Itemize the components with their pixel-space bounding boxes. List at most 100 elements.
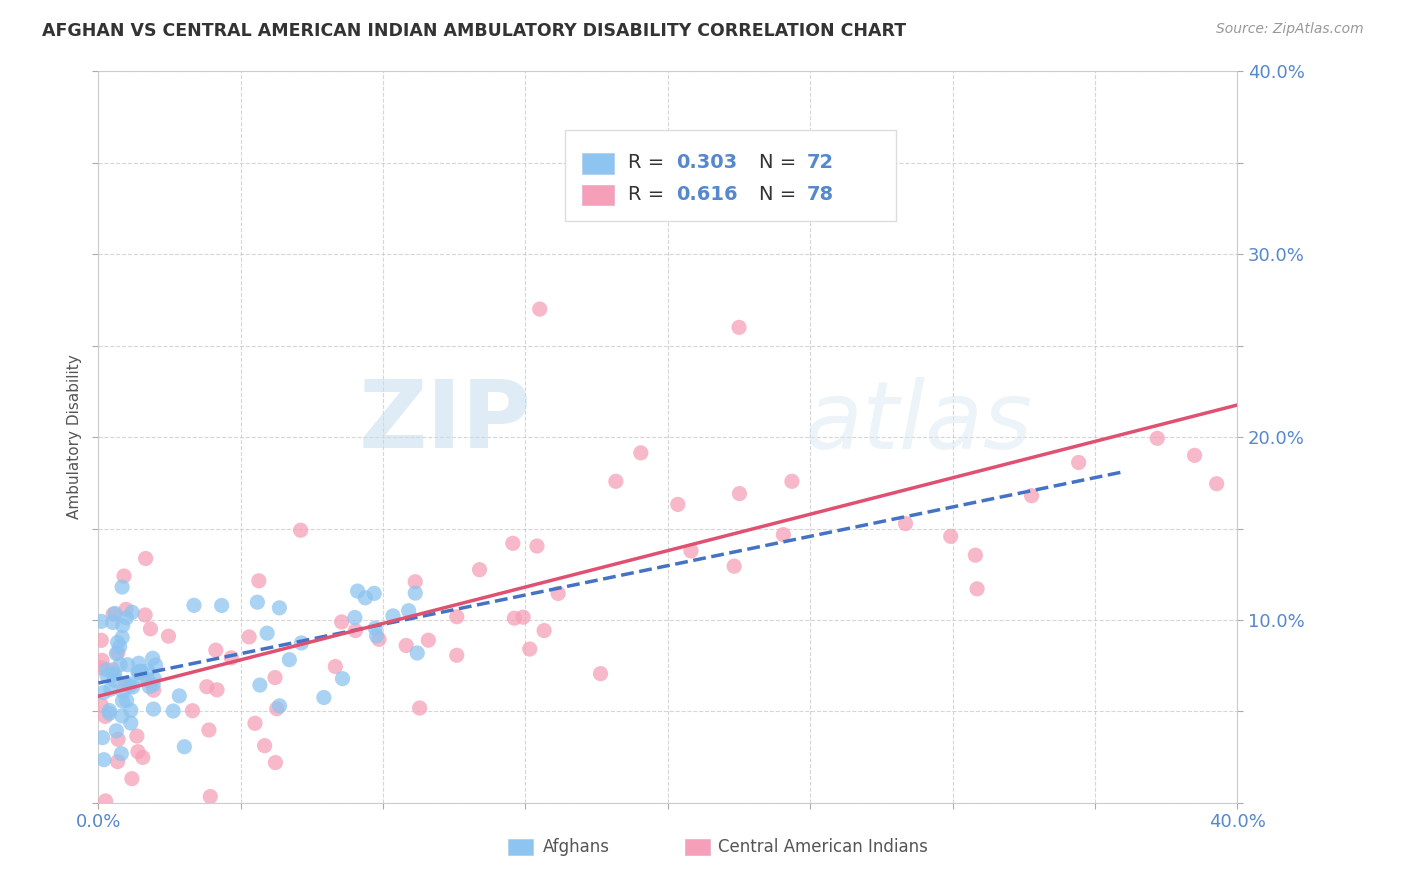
- Point: [1067, 455, 1090, 469]
- Point: [249, 678, 271, 692]
- Point: [589, 666, 612, 681]
- Point: [418, 633, 440, 648]
- Point: [290, 523, 312, 537]
- Point: [127, 745, 149, 759]
- FancyBboxPatch shape: [582, 185, 614, 205]
- Point: [256, 626, 278, 640]
- Point: [323, 659, 346, 673]
- Text: AFGHAN VS CENTRAL AMERICAN INDIAN AMBULATORY DISABILITY CORRELATION CHART: AFGHAN VS CENTRAL AMERICAN INDIAN AMBULA…: [42, 22, 907, 40]
- Point: [139, 622, 162, 636]
- Point: [136, 673, 159, 688]
- Point: [115, 611, 138, 625]
- Point: [173, 739, 195, 754]
- Point: [198, 723, 221, 737]
- Point: [368, 632, 391, 647]
- FancyBboxPatch shape: [685, 839, 710, 855]
- Point: [145, 658, 167, 673]
- Point: [382, 608, 405, 623]
- Point: [98, 704, 121, 718]
- Text: R =: R =: [628, 153, 671, 172]
- Point: [965, 548, 987, 562]
- Point: [94, 709, 117, 723]
- Point: [666, 497, 689, 511]
- Point: [264, 671, 287, 685]
- Point: [136, 664, 159, 678]
- Point: [856, 174, 879, 188]
- Text: 0.616: 0.616: [676, 185, 738, 203]
- Point: [91, 731, 114, 745]
- Point: [142, 702, 165, 716]
- Point: [269, 698, 291, 713]
- Point: [247, 574, 270, 588]
- Point: [406, 646, 429, 660]
- Point: [1021, 489, 1043, 503]
- Point: [143, 672, 166, 686]
- Point: [503, 611, 526, 625]
- Point: [446, 648, 468, 663]
- Text: 78: 78: [807, 185, 834, 203]
- Point: [129, 670, 152, 684]
- Point: [408, 701, 430, 715]
- Point: [269, 600, 291, 615]
- Point: [533, 624, 555, 638]
- Point: [108, 640, 131, 654]
- Text: R =: R =: [628, 185, 671, 203]
- Point: [111, 618, 134, 632]
- Point: [404, 586, 426, 600]
- Point: [1205, 476, 1227, 491]
- Point: [238, 630, 260, 644]
- Text: 72: 72: [807, 153, 834, 172]
- Text: N =: N =: [759, 153, 803, 172]
- Point: [278, 653, 301, 667]
- Point: [107, 732, 129, 747]
- Point: [364, 621, 387, 635]
- Point: [107, 755, 129, 769]
- Point: [468, 563, 491, 577]
- Point: [110, 747, 132, 761]
- Point: [253, 739, 276, 753]
- Point: [723, 559, 745, 574]
- Point: [894, 516, 917, 531]
- Point: [131, 665, 153, 679]
- Point: [128, 657, 150, 671]
- Point: [157, 629, 180, 643]
- Point: [728, 486, 751, 500]
- Point: [111, 580, 134, 594]
- Point: [112, 569, 135, 583]
- Point: [502, 536, 524, 550]
- Point: [264, 756, 287, 770]
- Point: [90, 698, 112, 713]
- Point: [125, 729, 148, 743]
- Point: [200, 789, 222, 804]
- FancyBboxPatch shape: [509, 839, 533, 855]
- Point: [103, 667, 125, 681]
- Point: [630, 446, 652, 460]
- Point: [135, 551, 157, 566]
- Point: [117, 657, 139, 672]
- Point: [104, 607, 127, 621]
- Point: [112, 684, 135, 698]
- Point: [132, 750, 155, 764]
- Point: [526, 539, 548, 553]
- Point: [266, 702, 288, 716]
- Point: [134, 607, 156, 622]
- Point: [111, 694, 134, 708]
- Point: [100, 681, 122, 696]
- Point: [111, 709, 134, 723]
- Point: [111, 631, 134, 645]
- Point: [108, 657, 131, 672]
- Point: [101, 663, 124, 677]
- Point: [512, 610, 534, 624]
- Point: [138, 680, 160, 694]
- Y-axis label: Ambulatory Disability: Ambulatory Disability: [66, 355, 82, 519]
- Point: [101, 607, 124, 622]
- Point: [939, 529, 962, 543]
- Point: [142, 678, 165, 692]
- Point: [1184, 448, 1206, 462]
- Point: [104, 667, 127, 681]
- Point: [98, 706, 121, 721]
- Point: [94, 794, 117, 808]
- Text: Afghans: Afghans: [543, 838, 610, 855]
- Point: [332, 672, 354, 686]
- Point: [290, 636, 312, 650]
